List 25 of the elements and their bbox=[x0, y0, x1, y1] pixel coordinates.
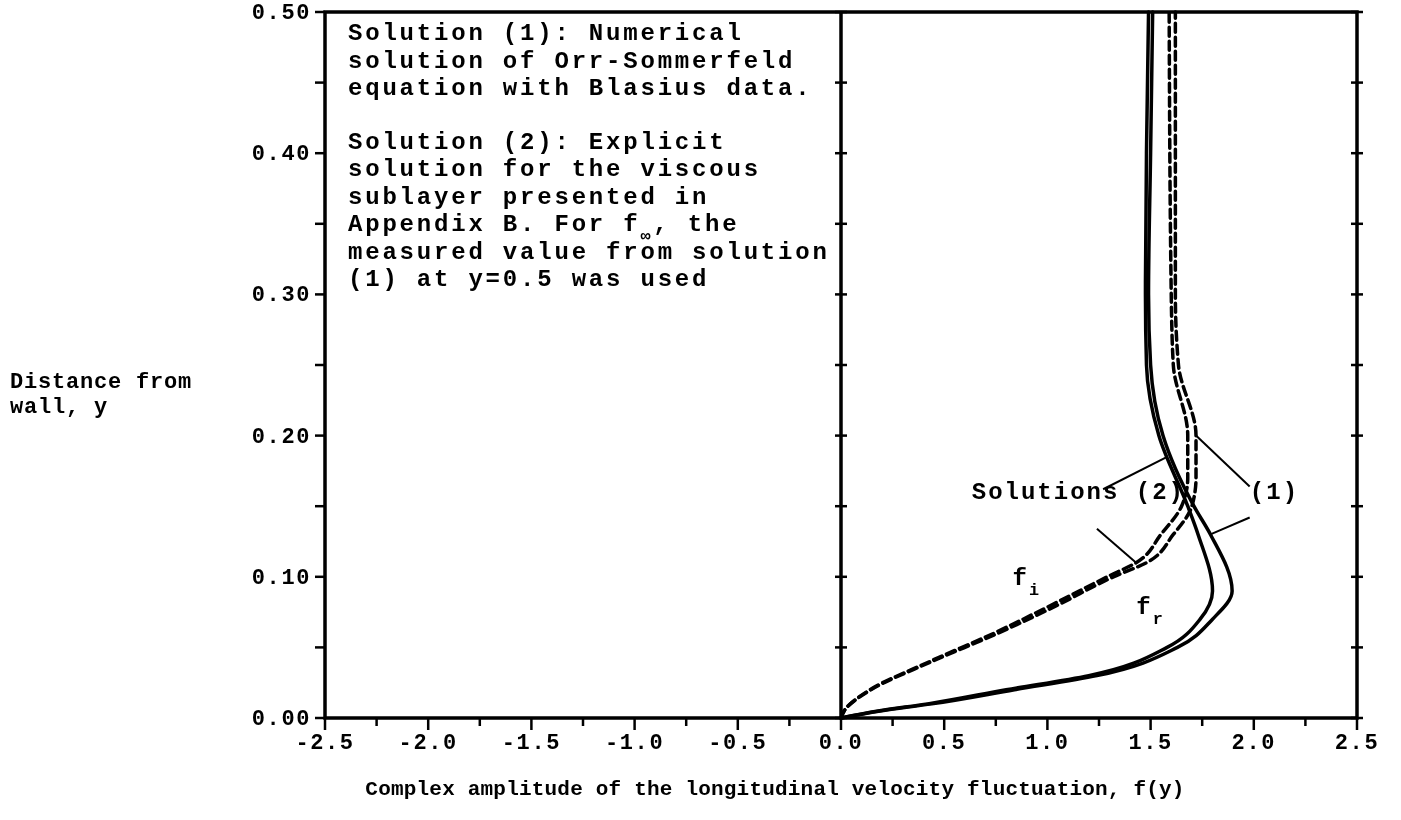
y-tick-label: 0.10 bbox=[251, 565, 311, 591]
x-tick-label: -2.5 bbox=[295, 731, 355, 756]
y-tick-label: 0.30 bbox=[251, 283, 311, 309]
x-tick-label: -1.0 bbox=[604, 731, 665, 756]
x-axis-title: Complex amplitude of the longitudinal velocity fluctuation, f(y) bbox=[365, 778, 1185, 801]
x-tick-label: 0.0 bbox=[818, 731, 864, 756]
annotation: Solution (2): Explicit solution for the viscous sublayer presented in Appendix B. For f$_{∞}$, the measured value from solution (1) at y=0.5 was used bbox=[348, 128, 830, 293]
x-tick-label: 1.0 bbox=[1025, 731, 1070, 756]
x-tick-label: -0.5 bbox=[708, 731, 768, 756]
y-tick-label: 0.20 bbox=[251, 424, 311, 450]
annotation: Solution (1): Numerical solution of Orr-Sommerfeld equation with Blasius data. bbox=[348, 20, 813, 102]
x-tick-label: -2.0 bbox=[398, 731, 458, 756]
annotation: f$_{r}$ bbox=[1136, 593, 1165, 629]
annotation: Solutions (2) bbox=[971, 479, 1185, 507]
annotation: f$_{i}$ bbox=[1012, 565, 1041, 600]
y-axis-title: Distance from wall, y bbox=[10, 370, 193, 420]
y-tick-label: 0.00 bbox=[251, 707, 311, 732]
y-tick-label: 0.50 bbox=[251, 1, 311, 26]
x-tick-label: 2.5 bbox=[1334, 731, 1380, 756]
x-tick-label: 2.0 bbox=[1231, 731, 1277, 756]
y-tick-label: 0.40 bbox=[251, 142, 311, 168]
x-tick-label: 1.5 bbox=[1128, 731, 1173, 756]
x-tick-label: 0.5 bbox=[921, 731, 967, 756]
annotation: (1) bbox=[1249, 479, 1300, 507]
x-tick-label: -1.5 bbox=[501, 731, 562, 756]
